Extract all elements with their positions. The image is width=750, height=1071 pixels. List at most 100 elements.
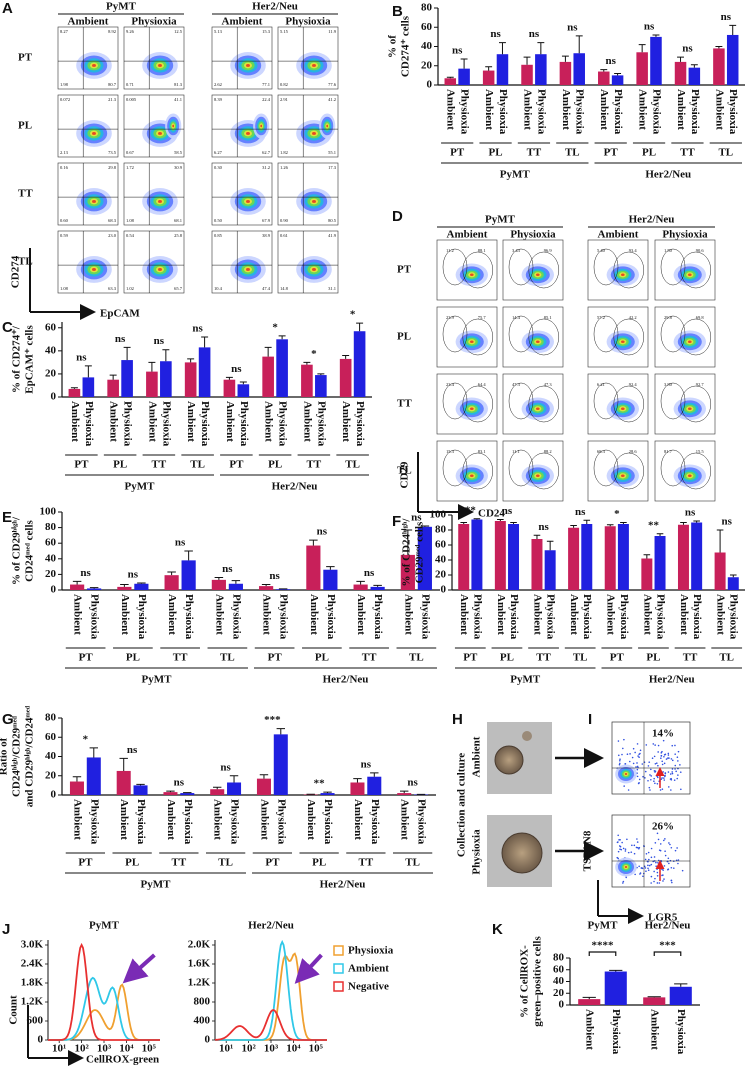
bar-label: Physioxia [610,1009,622,1055]
gate-value: 69.8 [696,315,705,320]
bar [69,781,84,795]
bar [713,48,725,85]
event-dot [662,869,664,871]
event-dot [641,763,644,765]
panel-letter: F [392,513,401,530]
event-dot [623,738,625,741]
quadrant-value: 2.91 [280,97,288,102]
panel-letter: H [452,711,463,728]
bar [578,999,601,1005]
significance: ns [80,567,91,579]
event-dot [668,862,670,865]
gate-value: 15.5 [696,449,705,454]
category-label: PT [450,147,465,159]
event-dot [645,870,647,872]
quadrant-value: 6.27 [214,150,223,155]
significance: *** [264,714,281,726]
gate [593,449,619,487]
bar-label: Physioxia [122,401,134,447]
event-dot [647,779,649,782]
category-label: TL [573,652,588,664]
condition-label: Ambient [447,229,488,241]
error-bar [184,550,193,561]
event-dot [619,848,621,850]
quadrant-value: 67.9 [262,218,271,223]
density-blob [246,199,250,203]
group-label: PyMT [125,481,156,493]
error-bar [575,35,583,54]
bar [184,362,197,397]
axis-label: TSPAN8 [582,830,594,871]
condition-label: Physioxia [471,829,483,875]
category-label: PL [126,652,140,664]
bar-label: Ambient [305,799,317,840]
y-tick-label: 40 [435,554,447,566]
quadrant-value: 0.54 [126,233,135,238]
significance: * [350,309,356,321]
error-bar [643,554,651,559]
error-bar [674,983,688,987]
category-label: PT [79,652,94,664]
y-tick-label: 800 [194,996,211,1008]
category-label: TT [362,652,377,664]
gate-value: 29.8 [664,315,673,320]
gate-value: 83.1 [478,449,486,454]
gate [462,251,494,289]
quadrant-value: 77.6 [328,82,337,87]
bar [496,54,509,85]
significance: ns [220,761,231,773]
event-dot [676,777,679,780]
category-label: PL [125,857,139,869]
event-dot [636,775,639,778]
event-dot [634,751,636,754]
spheroid [501,832,543,874]
event-dot [671,771,673,773]
category-label: TL [405,857,420,869]
bar [70,584,85,590]
event-dot [650,847,653,850]
quadrant-value: 1.08 [126,218,135,223]
y-tick-label: 20 [45,568,57,580]
significance: ns [644,20,655,32]
x-tick-label: 10⁵ [142,1043,157,1055]
category-label: TL [565,147,580,159]
y-tick-label: 40 [421,40,433,52]
legend-label: Negative [348,981,389,993]
y-tick-label: 20 [435,569,447,581]
bar-label: Physioxia [689,89,701,135]
event-dot [640,867,643,869]
bar [306,545,321,590]
error-bar [715,46,723,49]
event-dot [626,753,629,755]
significance: ns [490,28,501,40]
bar-label: Ambient [584,1009,596,1050]
event-dot [625,876,628,879]
error-bar [213,786,222,790]
bar-label: Ambient [483,89,495,130]
density-blob [621,407,625,411]
bar-label: Physioxia [654,594,666,640]
bar [417,526,432,590]
category-label: PL [642,147,656,159]
event-dot [661,763,664,766]
category-label: TL [220,652,235,664]
error-bar [136,783,145,786]
event-dot [631,844,633,847]
bar [87,588,102,590]
axis-label: LGR5 [648,912,678,924]
bar-label: Ambient [340,401,352,442]
gate-value: 47.3 [512,382,521,387]
quadrant-value: 30.9 [174,165,183,170]
y-tick-label: 20 [553,987,565,999]
y-axis-label: % of CD24ʰⁱᵍʰ/ [400,518,413,587]
error-bar [229,775,239,783]
category-label: TT [172,857,187,869]
event-dot [663,762,666,765]
event-dot [643,865,646,868]
y-axis-label: and CD29ʰⁱᵍʰ/CD24ᵐᵉᵈ [23,705,36,807]
bar [198,347,211,397]
quadrant-value: 0.90 [280,218,289,223]
density-blob [536,474,540,478]
bar-label: Physioxia [277,401,289,447]
histogram-curve [48,976,160,1041]
